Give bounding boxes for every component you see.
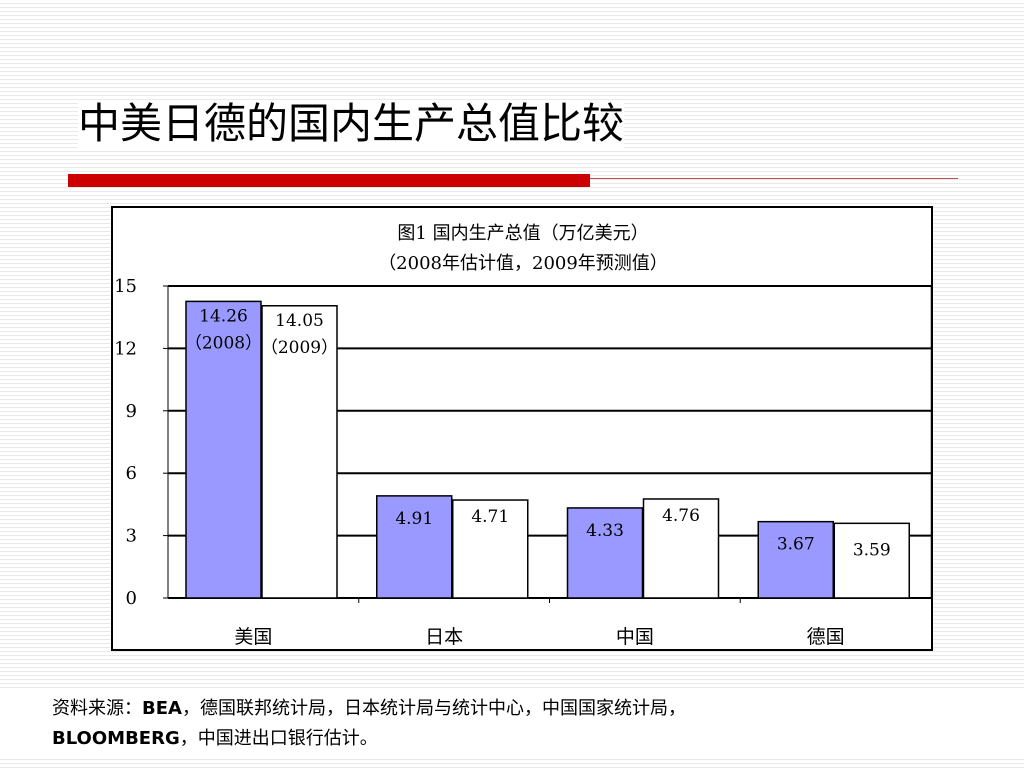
source-bloomberg: BLOOMBERG [52,728,180,749]
x-tick-label: 德国 [807,626,845,648]
data-label: 4.71 [471,507,509,527]
source-bea: BEA [142,698,182,719]
x-tick-label: 中国 [616,626,654,648]
data-label: 4.91 [395,509,433,529]
bar-0-1 [376,495,453,599]
source-footnote-line-2: BLOOMBERG，中国进出口银行估计。 [52,724,972,754]
chart-title: 图1 国内生产总值（万亿美元） [397,223,648,244]
x-tick-label: 美国 [234,626,272,648]
source-footnote: 资料来源：BEA，德国联邦统计局，日本统计局与统计中心，中国国家统计局， BLO… [52,694,972,754]
y-tick-label: 3 [126,526,137,547]
y-tick-label: 15 [114,276,137,297]
y-tick-label: 9 [126,401,137,422]
source-footnote-line-1: 资料来源：BEA，德国联邦统计局，日本统计局与统计中心，中国国家统计局， [52,694,972,724]
source-rest-1: ，德国联邦统计局，日本统计局与统计中心，中国国家统计局， [181,698,686,719]
x-tick-label: 日本 [425,626,463,648]
gdp-chart-svg: 图1 国内生产总值（万亿美元） （2008年估计值，2009年预测值） 0 3 6 9 12… [114,223,931,648]
data-label: 4.76 [662,506,700,526]
bar-0-2 [566,507,644,599]
bar-1-3 [833,522,910,599]
bar-1-1 [452,499,529,599]
title-underline-red [68,174,590,187]
data-label: 14.05 [275,311,324,331]
title-underline [68,174,958,187]
data-label: 3.67 [777,535,815,555]
y-tick-label: 12 [114,338,137,359]
gdp-chart: 图1 国内生产总值（万亿美元） （2008年估计值，2009年预测值） 0 3 6 9 12… [111,206,933,651]
bar-1-0 [261,305,338,599]
data-label: （2009） [261,338,338,358]
title-underline-thin [590,178,958,179]
data-label: 3.59 [853,540,891,560]
footer-band [0,688,1024,758]
source-prefix: 资料来源： [52,698,142,719]
bar-0-3 [757,520,834,599]
bar-0-0 [185,300,262,599]
source-rest-2: ，中国进出口银行估计。 [179,728,378,749]
data-label: （2008） [185,333,262,353]
slide-title: 中美日德的国内生产总值比较 [78,99,625,149]
y-tick-label: 6 [126,463,137,484]
data-label: 4.33 [586,521,624,541]
chart-subtitle: （2008年估计值，2009年预测值） [378,253,668,274]
bar-1-2 [642,498,720,599]
y-tick-label: 0 [126,588,137,609]
data-label: 14.26 [199,306,248,326]
